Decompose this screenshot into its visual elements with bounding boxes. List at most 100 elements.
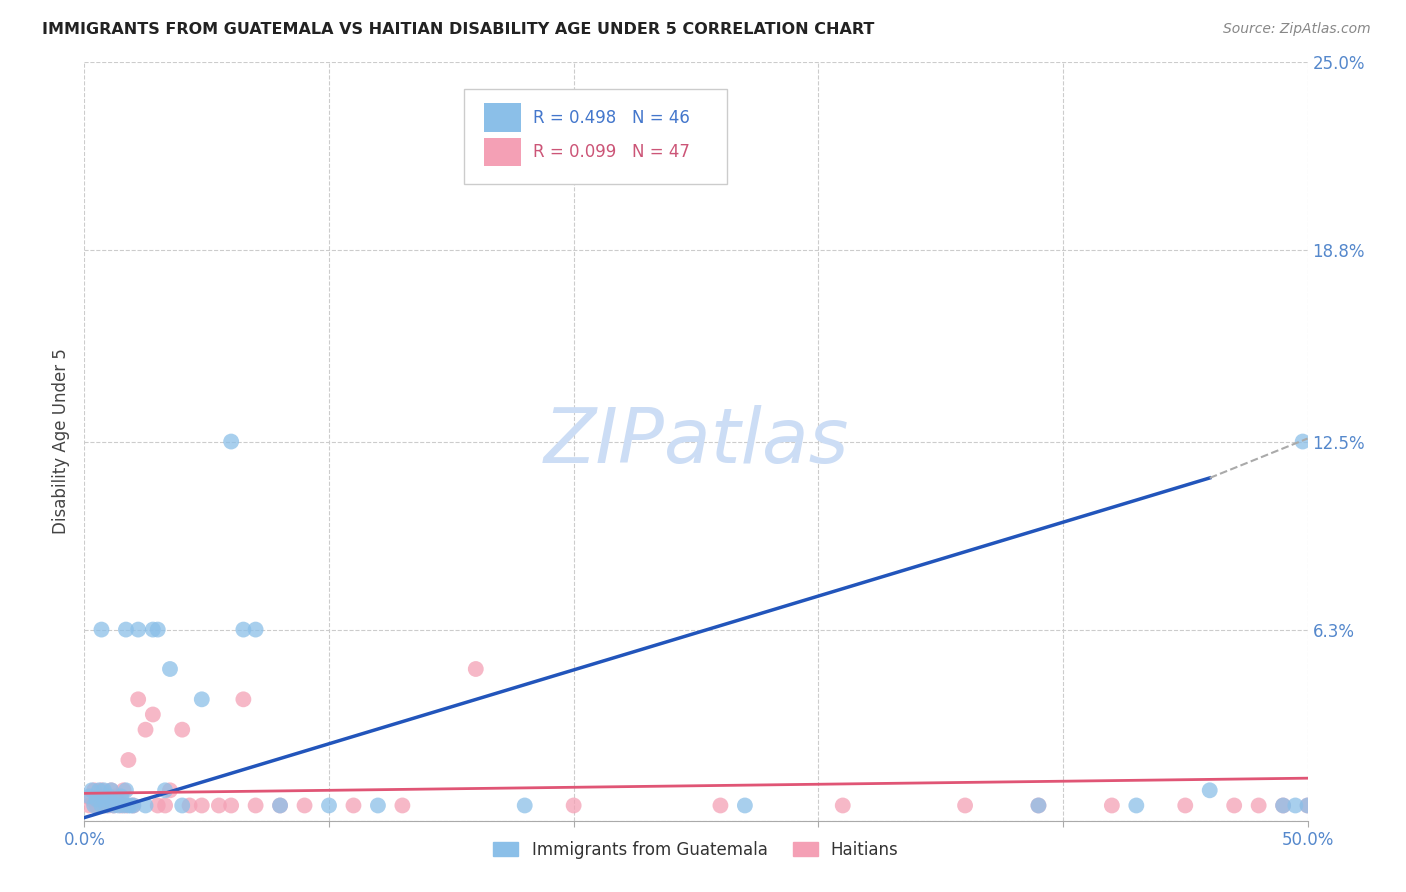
Point	[1247, 798, 1270, 813]
Point	[172, 798, 194, 813]
Point	[135, 798, 157, 813]
Point	[127, 623, 149, 637]
Point	[1272, 798, 1295, 813]
Point	[80, 783, 103, 797]
FancyBboxPatch shape	[464, 89, 727, 184]
Text: Source: ZipAtlas.com: Source: ZipAtlas.com	[1223, 22, 1371, 37]
Point	[153, 798, 176, 813]
Point	[219, 434, 242, 449]
Point	[513, 798, 536, 813]
Point	[179, 798, 201, 813]
Point	[342, 798, 364, 813]
Point	[153, 783, 176, 797]
Text: R = 0.099   N = 47: R = 0.099 N = 47	[533, 143, 690, 161]
Point	[146, 623, 169, 637]
Point	[219, 798, 242, 813]
Point	[1272, 798, 1295, 813]
Point	[110, 789, 132, 804]
Point	[107, 792, 129, 806]
Point	[112, 798, 135, 813]
Point	[105, 792, 128, 806]
Point	[709, 798, 731, 813]
Legend: Immigrants from Guatemala, Haitians: Immigrants from Guatemala, Haitians	[486, 834, 905, 865]
Point	[146, 798, 169, 813]
Point	[90, 798, 112, 813]
Point	[87, 783, 110, 797]
Point	[87, 789, 110, 804]
Point	[115, 798, 138, 813]
Point	[105, 789, 128, 804]
Point	[122, 798, 145, 813]
Point	[191, 692, 214, 706]
Text: IMMIGRANTS FROM GUATEMALA VS HAITIAN DISABILITY AGE UNDER 5 CORRELATION CHART: IMMIGRANTS FROM GUATEMALA VS HAITIAN DIS…	[42, 22, 875, 37]
Point	[1101, 798, 1123, 813]
Point	[1284, 798, 1306, 813]
Point	[391, 798, 413, 813]
Point	[127, 692, 149, 706]
Bar	[484, 103, 522, 132]
Point	[1296, 798, 1319, 813]
Point	[562, 798, 585, 813]
Point	[93, 798, 115, 813]
Point	[269, 798, 291, 813]
Point	[831, 798, 853, 813]
Point	[115, 783, 138, 797]
Point	[83, 783, 105, 797]
Point	[1028, 798, 1050, 813]
Point	[86, 792, 108, 806]
Point	[464, 662, 486, 676]
Point	[110, 798, 132, 813]
Point	[232, 623, 254, 637]
Text: R = 0.498   N = 46: R = 0.498 N = 46	[533, 109, 690, 127]
Point	[953, 798, 976, 813]
Point	[100, 783, 122, 797]
Point	[1028, 798, 1050, 813]
Point	[97, 798, 120, 813]
Point	[122, 798, 145, 813]
Point	[734, 798, 756, 813]
Point	[90, 623, 112, 637]
Point	[245, 623, 267, 637]
Point	[1292, 434, 1315, 449]
Point	[172, 723, 194, 737]
Point	[83, 798, 105, 813]
Point	[208, 798, 231, 813]
Point	[86, 798, 108, 813]
Point	[80, 792, 103, 806]
Point	[96, 798, 118, 813]
Point	[1125, 798, 1147, 813]
Point	[93, 792, 115, 806]
Point	[115, 623, 138, 637]
Text: ZIPatlas: ZIPatlas	[543, 405, 849, 478]
Point	[562, 122, 585, 136]
Point	[93, 783, 115, 797]
Bar	[484, 137, 522, 166]
Point	[97, 789, 120, 804]
Point	[232, 692, 254, 706]
Point	[103, 798, 125, 813]
Point	[112, 783, 135, 797]
Point	[90, 783, 112, 797]
Point	[318, 798, 340, 813]
Point	[100, 783, 122, 797]
Point	[367, 798, 389, 813]
Point	[1296, 798, 1319, 813]
Point	[77, 789, 100, 804]
Point	[159, 662, 181, 676]
Point	[96, 792, 118, 806]
Point	[191, 798, 214, 813]
Point	[77, 798, 100, 813]
Point	[120, 798, 142, 813]
Point	[142, 623, 165, 637]
Point	[117, 753, 139, 767]
Point	[1223, 798, 1246, 813]
Point	[1174, 798, 1197, 813]
Point	[117, 798, 139, 813]
Point	[294, 798, 316, 813]
Point	[269, 798, 291, 813]
Point	[1198, 783, 1220, 797]
Point	[107, 798, 129, 813]
Point	[245, 798, 267, 813]
Y-axis label: Disability Age Under 5: Disability Age Under 5	[52, 349, 70, 534]
Point	[142, 707, 165, 722]
